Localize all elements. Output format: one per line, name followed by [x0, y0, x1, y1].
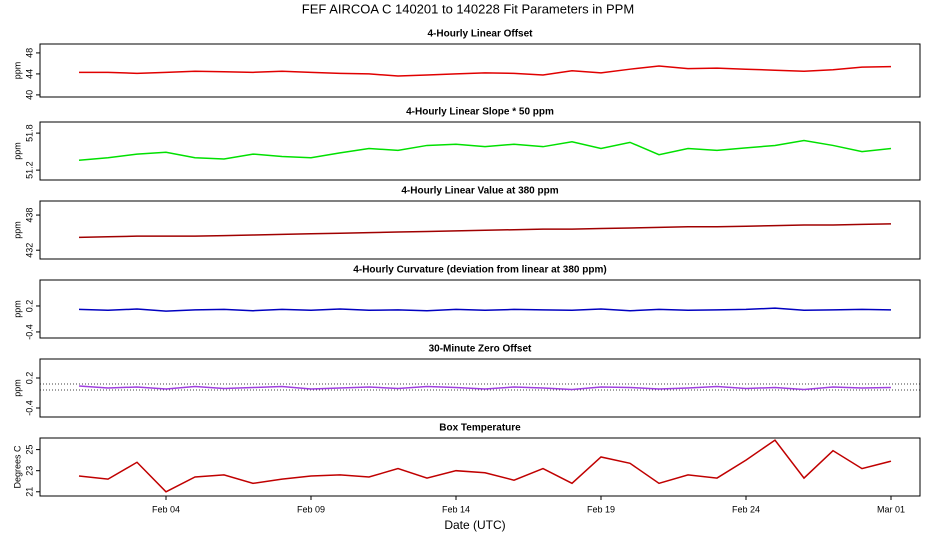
y-axis-label: ppm	[12, 142, 22, 160]
y-tick-label: -0.4	[24, 400, 34, 416]
panel-title: 4-Hourly Linear Offset	[427, 29, 533, 40]
data-line	[79, 65, 892, 77]
y-axis-label: ppm	[12, 300, 22, 318]
plot-frame	[39, 43, 921, 98]
y-tick-label: 0.2	[24, 300, 34, 313]
plot-frame	[39, 358, 921, 418]
y-axis-label: ppm	[12, 221, 22, 239]
data-line	[78, 139, 892, 162]
plot-frame	[39, 279, 921, 339]
x-tick-label: Mar 01	[877, 504, 905, 514]
plot-frame	[39, 437, 921, 497]
data-line	[78, 307, 892, 312]
x-tick-label: Feb 09	[297, 504, 325, 514]
y-tick-label: 432	[24, 243, 34, 258]
y-tick-label: 51.2	[24, 161, 34, 179]
y-tick-label: 44	[24, 69, 34, 79]
y-axis-label: ppm	[12, 379, 22, 397]
x-tick-label: Feb 14	[442, 504, 470, 514]
y-tick-label: 23	[24, 466, 34, 476]
x-tick-label: Feb 24	[732, 504, 760, 514]
x-axis-label: Date (UTC)	[444, 518, 505, 532]
y-axis-label: ppm	[12, 62, 22, 80]
panel-title: 4-Hourly Curvature (deviation from linea…	[353, 265, 606, 276]
plot-frame	[39, 200, 921, 260]
y-tick-label: 51.8	[24, 124, 34, 142]
y-tick-label: 21	[24, 487, 34, 497]
panel-title: 4-Hourly Linear Value at 380 ppm	[401, 186, 558, 197]
y-tick-label: 438	[24, 208, 34, 223]
x-tick-label: Feb 19	[587, 504, 615, 514]
panel-title: 30-Minute Zero Offset	[429, 344, 532, 355]
x-tick-label: Feb 04	[152, 504, 180, 514]
y-tick-label: 40	[24, 90, 34, 100]
plot-frame	[39, 121, 921, 181]
y-axis-label: Degrees C	[12, 445, 22, 489]
data-line	[78, 223, 892, 239]
y-tick-label: 0.2	[24, 372, 34, 385]
y-tick-label: -0.4	[24, 324, 34, 340]
panel-title: 4-Hourly Linear Slope * 50 ppm	[406, 107, 554, 118]
panel-title: Box Temperature	[439, 423, 521, 434]
chart-title: FEF AIRCOA C 140201 to 140228 Fit Parame…	[302, 1, 634, 16]
y-tick-label: 48	[24, 48, 34, 58]
y-tick-label: 25	[24, 445, 34, 455]
data-line	[78, 385, 892, 391]
data-line	[78, 439, 892, 493]
